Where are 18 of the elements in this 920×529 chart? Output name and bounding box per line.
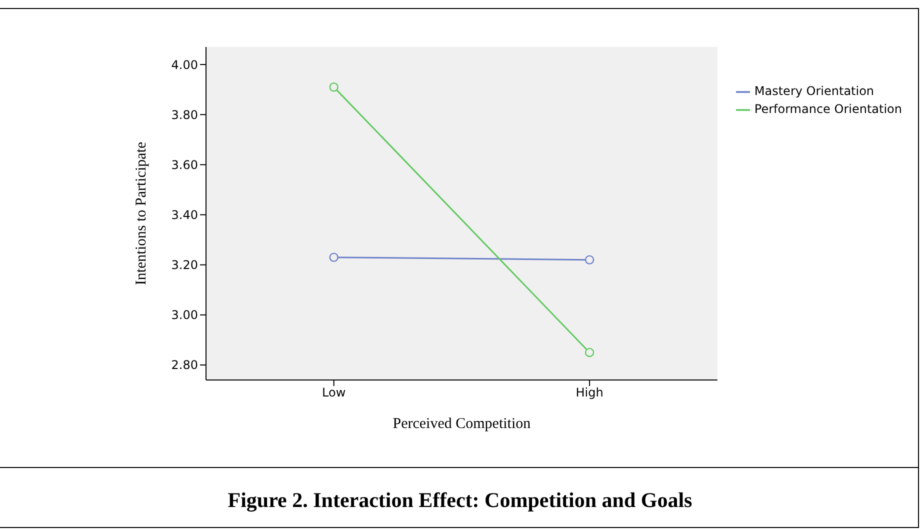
legend-label: Performance Orientation [754,102,902,116]
y-tick-label: 2.80 [171,358,198,372]
text: Figure 2. Interaction Effect: Competition and Goals [226,488,694,513]
x-tick-label: Low [322,386,346,400]
point [329,252,338,262]
point [584,255,594,264]
y-tick-label: 3.00 [171,308,198,322]
point [329,82,338,92]
point [584,348,594,358]
y-tick-label: 3.80 [171,108,198,122]
y-tick-label: 3.40 [171,208,198,222]
y-tick-label: 3.60 [171,158,198,172]
legend-label: Mastery Orientation [754,84,874,98]
x-axis-title: Perceived Competition [392,416,532,432]
y-tick-label: 3.20 [171,258,198,272]
y-tick-label: 4.00 [171,58,198,72]
x-tick-label: High [576,386,604,400]
y-axis-title: Intentions to Participate [133,142,150,286]
